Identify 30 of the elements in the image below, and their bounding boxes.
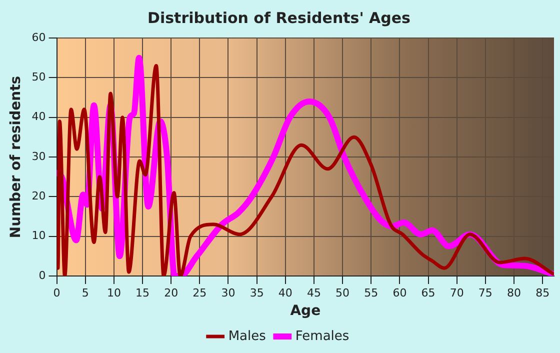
x-tick-label: 55	[364, 286, 378, 300]
y-tick-label: 40	[32, 110, 46, 124]
x-tick-label: 45	[306, 286, 321, 300]
x-tick-label: 70	[450, 286, 464, 300]
x-tick-label: 80	[506, 286, 521, 300]
chart-title: Distribution of Residents' Ages	[148, 8, 411, 27]
y-tick-label: 10	[32, 229, 46, 242]
x-tick-label: 50	[336, 286, 350, 300]
x-tick-label: 0	[53, 286, 60, 300]
y-tick-label: 0	[38, 268, 46, 282]
x-tick-label: 40	[278, 286, 292, 300]
x-tick-label: 5	[82, 286, 89, 300]
x-tick-label: 65	[421, 286, 436, 300]
x-tick-label: 10	[106, 286, 121, 300]
x-tick-label: 30	[221, 286, 236, 300]
y-tick-label: 60	[32, 30, 46, 44]
y-axis-title: Number of residents	[8, 76, 24, 238]
x-tick-label: 75	[478, 286, 492, 300]
legend-label: Females	[295, 328, 350, 344]
x-tick-label: 20	[164, 286, 178, 300]
x-tick-label: 35	[250, 286, 264, 300]
x-tick-label: 60	[392, 286, 407, 300]
legend-label: Males	[228, 328, 266, 344]
y-tick-label: 20	[32, 190, 46, 203]
y-tick-label: 30	[32, 150, 46, 163]
y-tick-label: 50	[32, 70, 46, 84]
x-tick-label: 15	[136, 286, 150, 300]
x-tick-label: 25	[192, 286, 207, 300]
x-tick-label: 85	[536, 286, 550, 300]
x-axis-title: Age	[290, 303, 321, 320]
